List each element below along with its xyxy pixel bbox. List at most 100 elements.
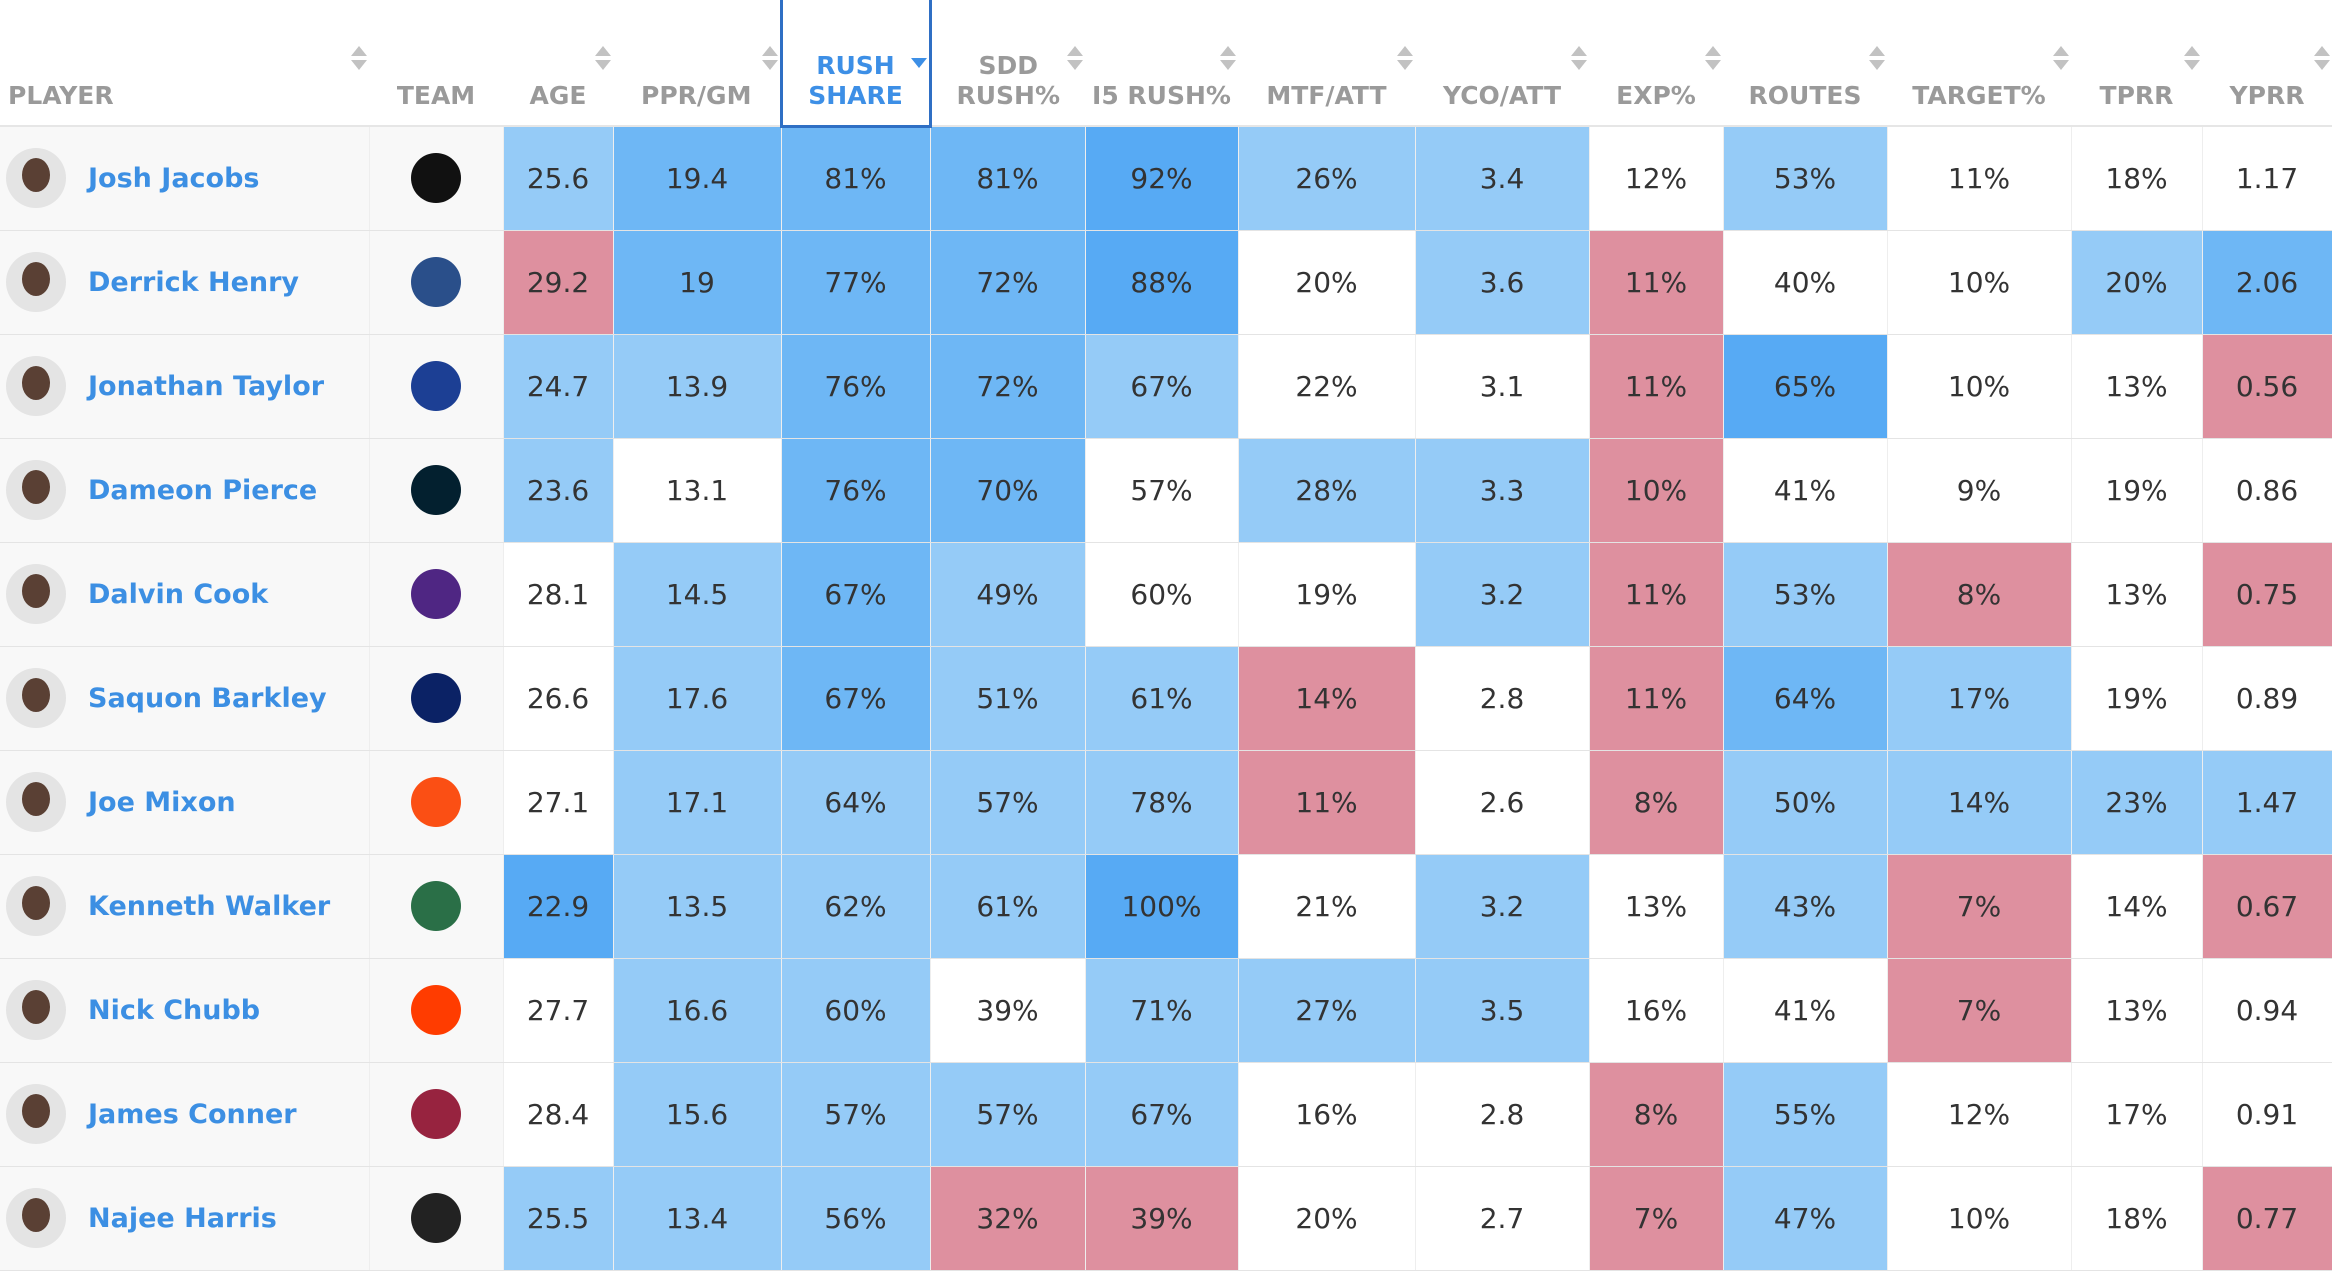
stat-cell: 2.8 — [1415, 1062, 1590, 1167]
stat-cell: 14% — [1238, 646, 1416, 751]
stat-cell: 62% — [781, 854, 931, 959]
player-name[interactable]: Najee Harris — [88, 1202, 277, 1234]
player-name[interactable]: Kenneth Walker — [88, 890, 331, 922]
column-header[interactable]: PPR/GM — [613, 0, 781, 127]
stat-cell: 8% — [1589, 750, 1724, 855]
player-info: Jonathan Taylor — [0, 356, 369, 416]
player-avatar — [6, 252, 66, 312]
stat-cell: 50% — [1723, 750, 1888, 855]
stat-cell: 17% — [1887, 646, 2072, 751]
stat-cell: 40% — [1723, 230, 1888, 335]
stat-cell: 92% — [1085, 126, 1239, 231]
stat-cell: 61% — [930, 854, 1086, 959]
column-header[interactable]: ROUTES — [1723, 0, 1887, 127]
column-label: ROUTES — [1748, 81, 1862, 110]
player-avatar — [6, 980, 66, 1040]
column-header[interactable]: TARGET% — [1887, 0, 2071, 127]
player-name[interactable]: Jonathan Taylor — [88, 370, 325, 402]
player-name[interactable]: Nick Chubb — [88, 994, 261, 1026]
column-header[interactable]: SDD RUSH% — [930, 0, 1085, 127]
column-header[interactable]: RUSH SHARE — [779, 0, 932, 128]
header-row: PLAYER TEAM AGE PPR/GM RUSH SHARE SDD RUSH% I5… — [0, 0, 2332, 128]
column-header[interactable]: MTF/ATT — [1238, 0, 1415, 127]
column-label: PPR/GM — [641, 81, 752, 110]
column-header[interactable]: TEAM — [369, 0, 503, 127]
player-cell: Jonathan Taylor — [0, 334, 370, 439]
stat-cell: 28.4 — [503, 1062, 614, 1167]
column-header[interactable]: PLAYER — [0, 0, 369, 127]
team-cell — [369, 958, 504, 1063]
stat-cell: 9% — [1887, 438, 2072, 543]
stat-cell: 3.3 — [1415, 438, 1590, 543]
stat-cell: 71% — [1085, 958, 1239, 1063]
column-header[interactable]: YPRR — [2202, 0, 2332, 127]
column-header[interactable]: AGE — [503, 0, 613, 127]
player-avatar — [6, 148, 66, 209]
stat-cell: 0.91 — [2202, 1062, 2332, 1167]
stat-cell: 10% — [1887, 230, 2072, 335]
player-info: James Conner — [0, 1084, 369, 1144]
team-logo — [411, 1193, 461, 1243]
stat-cell: 25.5 — [503, 1166, 614, 1271]
team-logo — [411, 257, 461, 307]
player-info: Dalvin Cook — [0, 564, 369, 624]
stat-cell: 11% — [1887, 126, 2072, 231]
player-name[interactable]: James Conner — [88, 1098, 297, 1130]
player-cell: Nick Chubb — [0, 958, 370, 1063]
stat-cell: 13% — [2071, 542, 2203, 647]
stat-cell: 49% — [930, 542, 1086, 647]
column-label: RUSH SHARE — [808, 50, 903, 110]
stat-cell: 25.6 — [503, 126, 614, 231]
stat-cell: 0.86 — [2202, 438, 2332, 543]
stat-cell: 55% — [1723, 1062, 1888, 1167]
team-logo — [411, 153, 461, 204]
stat-cell: 43% — [1723, 854, 1888, 959]
player-name[interactable]: Derrick Henry — [88, 266, 300, 298]
column-label: YCO/ATT — [1442, 81, 1562, 110]
player-row: Jonathan Taylor 24.7 13.9 76% 72% 67% 22% 3.1 11… — [0, 334, 2332, 439]
stat-cell: 13.9 — [613, 334, 782, 439]
table-header: PLAYER TEAM AGE PPR/GM RUSH SHARE SDD RUSH% I5… — [0, 0, 2332, 128]
column-header[interactable]: YCO/ATT — [1415, 0, 1589, 127]
player-name[interactable]: Saquon Barkley — [88, 682, 327, 714]
player-name[interactable]: Joe Mixon — [88, 786, 236, 818]
player-name[interactable]: Dameon Pierce — [88, 474, 318, 506]
stat-cell: 3.6 — [1415, 230, 1590, 335]
player-cell: Derrick Henry — [0, 230, 370, 335]
team-logo — [411, 673, 461, 723]
stat-cell: 13.4 — [613, 1166, 782, 1271]
stat-cell: 28.1 — [503, 542, 614, 647]
stat-cell: 7% — [1887, 958, 2072, 1063]
stat-cell: 2.06 — [2202, 230, 2332, 335]
player-row: Joe Mixon 27.1 17.1 64% 57% 78% 11% 2.6 8% 50% 14%… — [0, 750, 2332, 855]
stat-cell: 1.17 — [2202, 126, 2332, 231]
stat-cell: 13% — [2071, 958, 2203, 1063]
stat-cell: 18% — [2071, 126, 2203, 231]
stat-cell: 64% — [781, 750, 931, 855]
stat-cell: 13.5 — [613, 854, 782, 959]
stat-cell: 2.8 — [1415, 646, 1590, 751]
player-info: Joe Mixon — [0, 772, 369, 832]
player-row: James Conner 28.4 15.6 57% 57% 67% 16% 2.8 8% 55%… — [0, 1062, 2332, 1167]
column-label: TPRR — [2099, 81, 2174, 110]
column-header[interactable]: EXP% — [1589, 0, 1723, 127]
stat-cell: 18% — [2071, 1166, 2203, 1271]
stat-cell: 67% — [781, 646, 931, 751]
team-cell — [369, 542, 504, 647]
stat-cell: 22.9 — [503, 854, 614, 959]
team-logo — [411, 569, 461, 619]
player-cell: Dalvin Cook — [0, 542, 370, 647]
stat-cell: 29.2 — [503, 230, 614, 335]
stat-cell: 7% — [1589, 1166, 1724, 1271]
player-avatar — [6, 876, 66, 936]
player-name[interactable]: Josh Jacobs — [88, 162, 260, 194]
player-avatar — [6, 460, 66, 520]
stat-cell: 11% — [1589, 646, 1724, 751]
player-info: Dameon Pierce — [0, 460, 369, 520]
player-name[interactable]: Dalvin Cook — [88, 578, 269, 610]
player-cell: Dameon Pierce — [0, 438, 370, 543]
team-cell — [369, 438, 504, 543]
column-header[interactable]: I5 RUSH% — [1085, 0, 1238, 127]
stat-cell: 13% — [2071, 334, 2203, 439]
column-header[interactable]: TPRR — [2071, 0, 2202, 127]
